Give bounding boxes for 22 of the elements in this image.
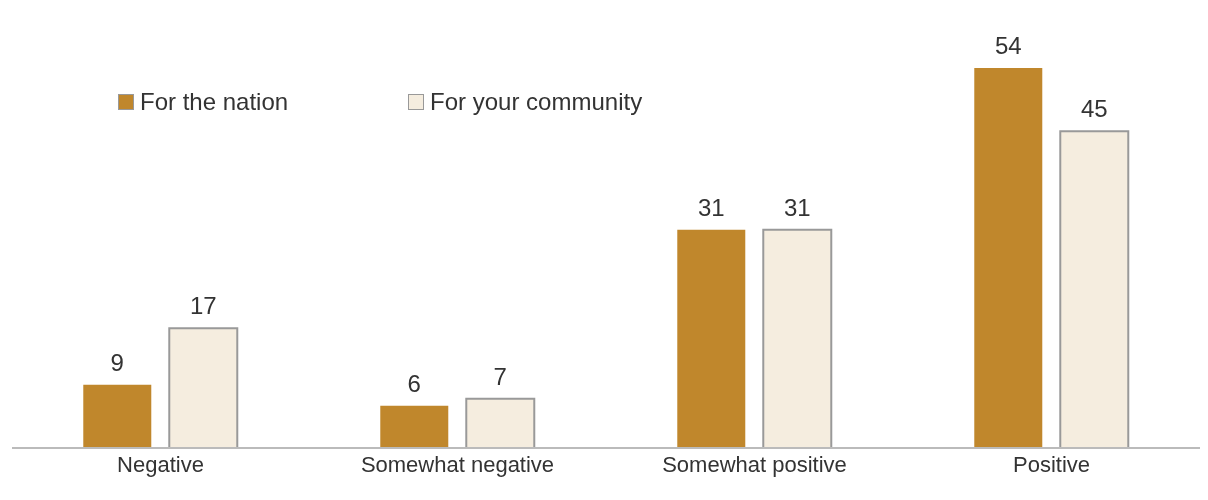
x-tick-label: Negative xyxy=(117,451,204,477)
data-label: 9 xyxy=(110,348,124,376)
bar xyxy=(465,397,536,449)
bar xyxy=(83,384,152,448)
bar xyxy=(1059,130,1130,449)
x-tick-label: Somewhat negative xyxy=(360,451,555,477)
legend-label: For the nation xyxy=(140,88,289,116)
bar xyxy=(380,405,449,448)
bar xyxy=(974,68,1043,448)
bar xyxy=(762,228,833,449)
legend-label: For your community xyxy=(430,88,643,116)
x-tick-label: Positive xyxy=(1012,451,1091,477)
data-label: 45 xyxy=(1080,95,1108,123)
data-label: 31 xyxy=(783,193,811,221)
bar xyxy=(677,229,746,448)
bar xyxy=(168,327,239,449)
data-label: 17 xyxy=(189,292,217,320)
data-label: 31 xyxy=(697,193,725,221)
x-tick-label: Somewhat positive xyxy=(662,451,847,477)
data-label: 6 xyxy=(407,369,421,397)
data-label: 54 xyxy=(994,32,1022,59)
data-label: 7 xyxy=(493,362,507,390)
